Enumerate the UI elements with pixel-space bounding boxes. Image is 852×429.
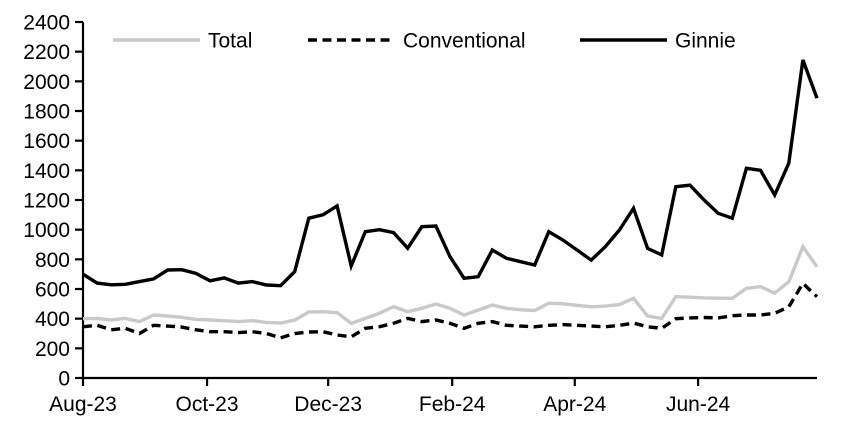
legend-label-ginnie: Ginnie bbox=[675, 30, 736, 53]
y-axis-tick-label: 1400 bbox=[23, 160, 70, 183]
y-axis-tick-label: 400 bbox=[35, 308, 70, 331]
series-line-conventional bbox=[82, 280, 819, 340]
legend-label-conventional: Conventional bbox=[403, 30, 526, 53]
legend-item-conventional: Conventional bbox=[308, 30, 526, 53]
series-line-total bbox=[82, 243, 819, 326]
y-axis-tick-label: 200 bbox=[35, 338, 70, 361]
legend-item-ginnie: Ginnie bbox=[580, 30, 736, 53]
y-axis-tick-label: 1200 bbox=[23, 190, 70, 213]
x-axis-tick-label: Aug-23 bbox=[49, 393, 117, 416]
y-axis-tick-label: 0 bbox=[58, 368, 70, 391]
y-axis-tick-label: 1600 bbox=[23, 130, 70, 153]
y-axis-tick-label: 800 bbox=[35, 249, 70, 272]
y-axis-tick-label: 2400 bbox=[23, 12, 70, 35]
legend-label-total: Total bbox=[208, 30, 252, 53]
x-axis-tick-label: Feb-24 bbox=[419, 393, 486, 416]
legend-item-total: Total bbox=[113, 30, 252, 53]
y-axis-tick-label: 1800 bbox=[23, 101, 70, 124]
x-axis-tick-label: Oct-23 bbox=[176, 393, 239, 416]
x-axis-tick-label: Dec-23 bbox=[294, 393, 362, 416]
x-axis-tick-label: Jun-24 bbox=[666, 393, 731, 416]
y-axis-tick-label: 2000 bbox=[23, 71, 70, 94]
y-axis-tick-label: 600 bbox=[35, 279, 70, 302]
y-axis-tick-label: 1000 bbox=[23, 219, 70, 242]
series-line-ginnie bbox=[82, 59, 819, 288]
x-axis-tick-label: Apr-24 bbox=[543, 393, 606, 416]
y-axis-tick-label: 2200 bbox=[23, 41, 70, 64]
